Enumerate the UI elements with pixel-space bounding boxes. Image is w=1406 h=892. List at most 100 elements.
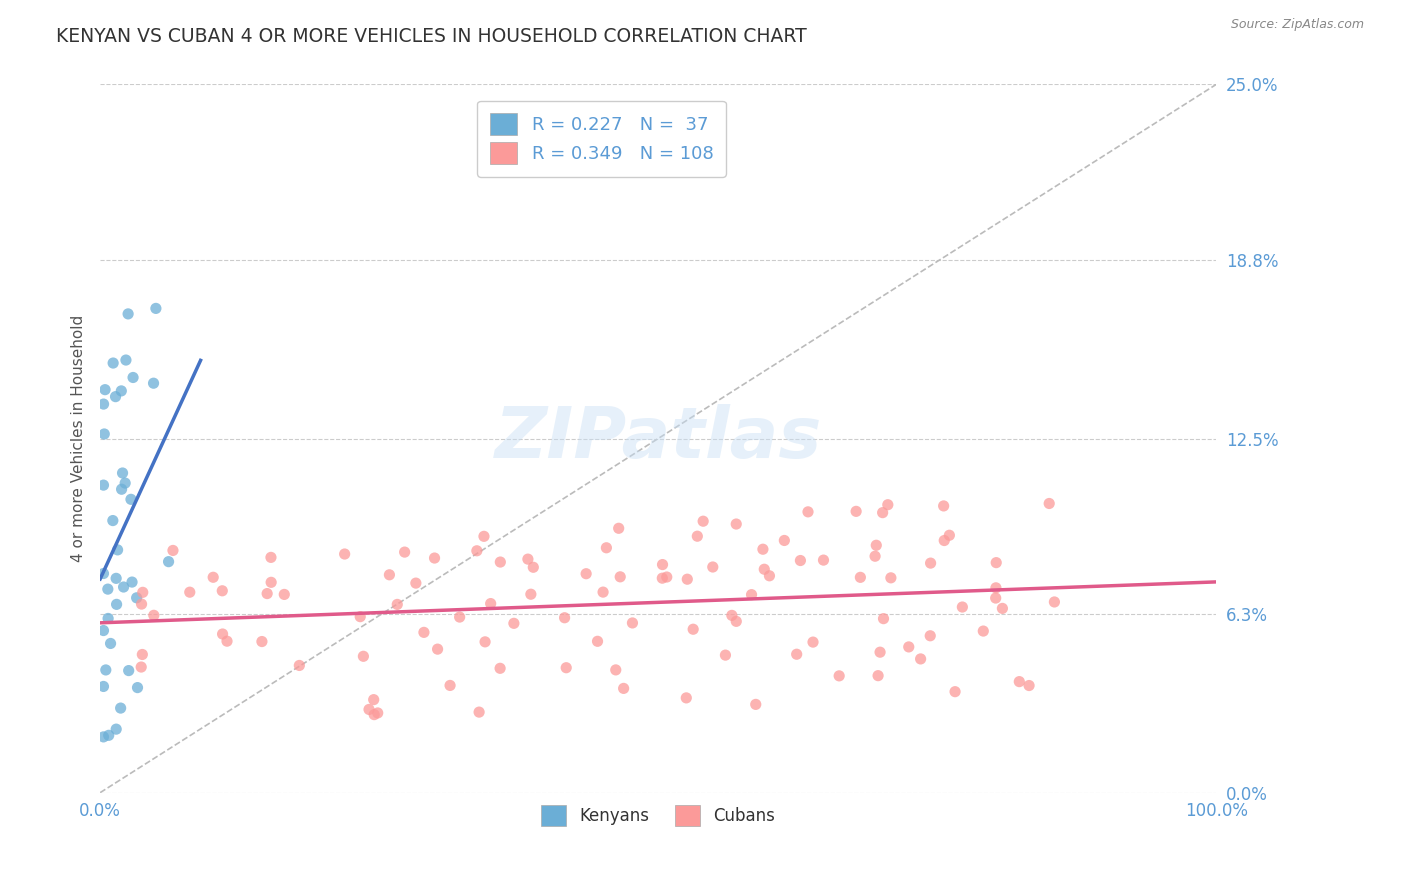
Point [502, 616, 524, 631]
Point [786, 647, 808, 661]
Point [605, 663, 627, 677]
Point [789, 553, 811, 567]
Point [142, 376, 165, 391]
Point [725, 615, 748, 629]
Point [828, 669, 851, 683]
Text: Source: ZipAtlas.com: Source: ZipAtlas.com [1230, 18, 1364, 31]
Point [872, 506, 894, 520]
Point [991, 601, 1014, 615]
Point [609, 570, 631, 584]
Point [813, 553, 835, 567]
Point [489, 661, 512, 675]
Point [607, 521, 630, 535]
Point [93, 566, 115, 581]
Point [387, 598, 409, 612]
Point [94, 663, 117, 677]
Point [333, 547, 356, 561]
Point [586, 634, 609, 648]
Point [721, 608, 744, 623]
Point [93, 624, 115, 638]
Point [595, 541, 617, 555]
Point [613, 681, 636, 696]
Point [575, 566, 598, 581]
Point [110, 482, 132, 496]
Y-axis label: 4 or more Vehicles in Household: 4 or more Vehicles in Household [72, 315, 86, 562]
Point [1043, 595, 1066, 609]
Point [986, 556, 1008, 570]
Point [93, 730, 115, 744]
Point [426, 642, 449, 657]
Point [118, 664, 141, 678]
Point [554, 611, 576, 625]
Point [131, 648, 153, 662]
Point [112, 580, 135, 594]
Point [131, 597, 153, 611]
Point [349, 609, 371, 624]
Point [260, 575, 283, 590]
Point [920, 629, 942, 643]
Point [127, 681, 149, 695]
Point [101, 514, 124, 528]
Point [93, 397, 115, 411]
Point [872, 612, 894, 626]
Point [714, 648, 737, 662]
Point [702, 560, 724, 574]
Point [122, 370, 145, 384]
Point [256, 586, 278, 600]
Point [105, 598, 128, 612]
Point [100, 636, 122, 650]
Point [1008, 674, 1031, 689]
Point [522, 560, 544, 574]
Point [758, 569, 780, 583]
Point [938, 528, 960, 542]
Point [378, 567, 401, 582]
Point [104, 390, 127, 404]
Point [394, 545, 416, 559]
Point [142, 608, 165, 623]
Point [692, 514, 714, 528]
Point [752, 542, 775, 557]
Point [288, 658, 311, 673]
Point [520, 587, 543, 601]
Point [117, 307, 139, 321]
Point [97, 611, 120, 625]
Point [686, 529, 709, 543]
Point [682, 622, 704, 636]
Point [110, 384, 132, 398]
Point [114, 476, 136, 491]
Point [250, 634, 273, 648]
Point [110, 701, 132, 715]
Point [423, 551, 446, 566]
Point [910, 652, 932, 666]
Point [413, 625, 436, 640]
Point [145, 301, 167, 316]
Text: ZIPatlas: ZIPatlas [495, 404, 823, 473]
Point [93, 427, 115, 442]
Point [849, 570, 872, 584]
Point [405, 576, 427, 591]
Point [745, 698, 768, 712]
Point [773, 533, 796, 548]
Point [797, 505, 820, 519]
Point [741, 588, 763, 602]
Point [468, 705, 491, 719]
Point [880, 571, 903, 585]
Point [211, 627, 233, 641]
Point [120, 492, 142, 507]
Point [202, 570, 225, 584]
Point [211, 583, 233, 598]
Point [489, 555, 512, 569]
Point [845, 504, 868, 518]
Point [357, 702, 380, 716]
Point [260, 550, 283, 565]
Legend: Kenyans, Cubans: Kenyans, Cubans [533, 797, 783, 834]
Point [352, 649, 374, 664]
Point [950, 600, 973, 615]
Point [516, 552, 538, 566]
Point [179, 585, 201, 599]
Point [592, 585, 614, 599]
Point [363, 692, 385, 706]
Point [105, 571, 128, 585]
Point [439, 678, 461, 692]
Point [675, 690, 697, 705]
